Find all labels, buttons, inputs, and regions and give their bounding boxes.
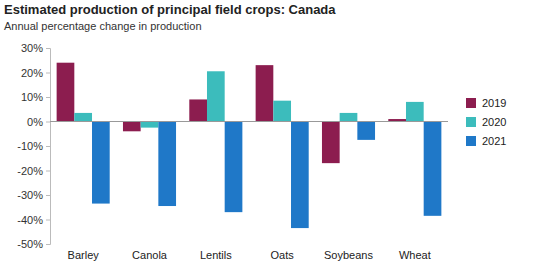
y-tick-mark xyxy=(46,146,50,147)
bars xyxy=(57,63,442,228)
plot: -50% -40% -30% -20% -10% 0% 10% 20% 30% Barley Can… xyxy=(17,42,448,261)
zero-line xyxy=(50,121,448,122)
x-tick: Wheat xyxy=(399,244,431,261)
y-tick-label: -40% xyxy=(17,214,43,226)
legend: 2019 2020 2021 xyxy=(466,97,506,147)
series xyxy=(92,122,441,229)
y-tick: 0% xyxy=(27,116,50,128)
x-tick-label: Oats xyxy=(271,249,295,261)
chart-svg: Estimated production of principal field … xyxy=(0,0,540,267)
y-tick: 10% xyxy=(21,91,50,103)
bar xyxy=(256,65,274,121)
y-tick-label: -20% xyxy=(17,165,43,177)
x-tick-label: Barley xyxy=(68,249,100,261)
y-tick: -10% xyxy=(17,140,50,152)
y-tick-label: -10% xyxy=(17,140,43,152)
y-tick: -20% xyxy=(17,165,50,177)
x-tick: Barley xyxy=(68,244,100,261)
y-tick: -40% xyxy=(17,214,50,226)
bar xyxy=(141,122,159,128)
legend-swatch xyxy=(466,117,476,127)
y-tick-label: -30% xyxy=(17,189,43,201)
bar xyxy=(357,122,375,140)
y-tick-mark xyxy=(46,171,50,172)
bar xyxy=(225,122,243,213)
y-tick-mark xyxy=(46,195,50,196)
bar xyxy=(322,122,340,164)
y-tick-label: 30% xyxy=(21,42,43,54)
bar xyxy=(123,122,141,132)
y-tick-label: 20% xyxy=(21,67,43,79)
title: Estimated production of principal field … xyxy=(4,2,336,17)
y-tick-mark xyxy=(46,122,50,123)
legend-label: 2019 xyxy=(482,97,506,109)
bar xyxy=(273,101,291,122)
x-tick: Lentils xyxy=(200,244,232,261)
y-tick-mark xyxy=(46,220,50,221)
y-tick-label: 0% xyxy=(27,116,43,128)
y-tick: -30% xyxy=(17,189,50,201)
bar xyxy=(189,99,207,121)
bar xyxy=(340,113,358,122)
y-tick-mark xyxy=(46,73,50,74)
y-tick-label: -50% xyxy=(17,238,43,250)
y-axis-line xyxy=(46,49,51,245)
y-tick-mark xyxy=(46,48,50,49)
chart-container: Estimated production of principal field … xyxy=(0,0,540,267)
bar xyxy=(406,102,424,122)
bar xyxy=(291,122,309,229)
legend-label: 2020 xyxy=(482,116,506,128)
legend-item: 2021 xyxy=(466,135,506,147)
legend-label: 2021 xyxy=(482,135,506,147)
bar xyxy=(74,113,92,122)
bar xyxy=(92,122,110,204)
x-tick: Oats xyxy=(271,244,295,261)
subtitle: Annual percentage change in production xyxy=(4,20,202,32)
y-axis: -50% -40% -30% -20% -10% 0% 10% 20% 30% xyxy=(17,42,50,250)
x-tick-label: Soybeans xyxy=(324,249,373,261)
bar xyxy=(158,122,176,207)
y-tick-label: 10% xyxy=(21,91,43,103)
y-tick: 20% xyxy=(21,67,50,79)
y-tick: 30% xyxy=(21,42,50,54)
x-tick-label: Wheat xyxy=(399,249,431,261)
x-tick: Soybeans xyxy=(324,244,373,261)
bar xyxy=(424,122,442,216)
x-tick-label: Lentils xyxy=(200,249,232,261)
x-axis: Barley Canola Lentils Oats Soybeans Wheat xyxy=(68,244,431,261)
x-tick-label: Canola xyxy=(132,249,168,261)
legend-swatch xyxy=(466,98,476,108)
bar xyxy=(207,71,225,121)
bar xyxy=(57,63,75,122)
y-tick-mark xyxy=(46,97,50,98)
y-tick: -50% xyxy=(17,238,50,250)
legend-item: 2020 xyxy=(466,116,506,128)
y-tick-mark xyxy=(46,244,50,245)
legend-swatch xyxy=(466,136,476,146)
legend-item: 2019 xyxy=(466,97,506,109)
x-tick: Canola xyxy=(132,244,168,261)
series xyxy=(74,71,423,127)
